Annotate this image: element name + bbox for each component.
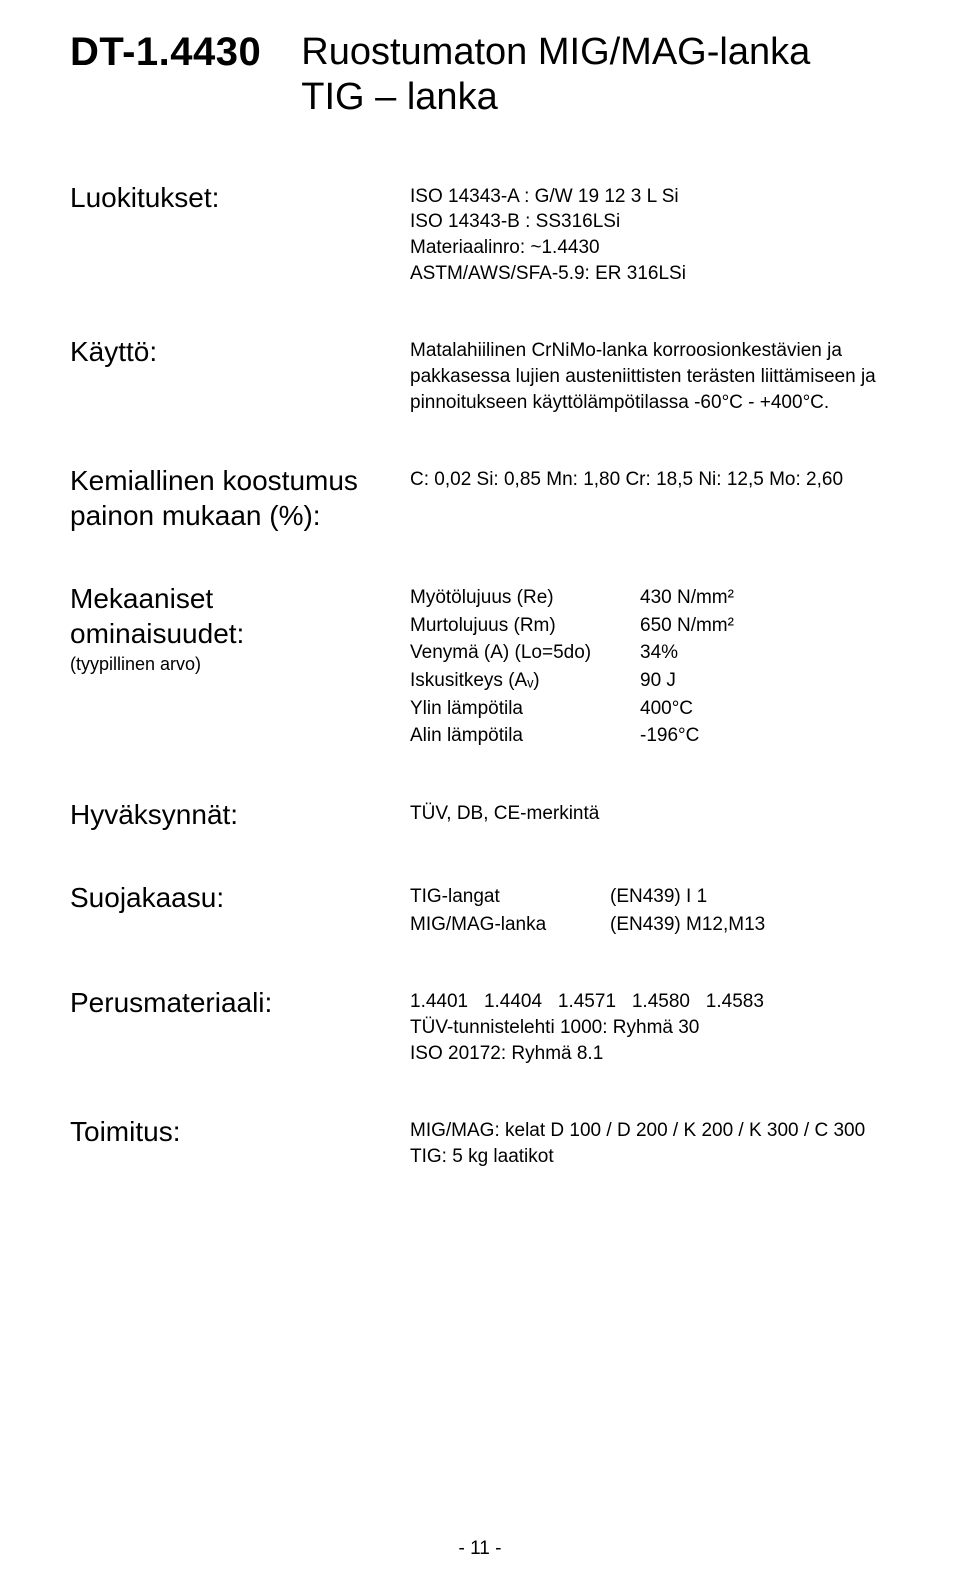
- body-classifications: ISO 14343-A : G/W 19 12 3 L Si ISO 14343…: [410, 180, 890, 287]
- delivery-line: TIG: 5 kg laatikot: [410, 1144, 890, 1170]
- label-shielding-gas: Suojakaasu:: [70, 880, 410, 915]
- title-line-2: TIG – lanka: [301, 76, 497, 118]
- title-line-1: Ruostumaton MIG/MAG-lanka: [301, 31, 810, 73]
- label-chemical-line2: painon mukaan (%):: [70, 498, 410, 533]
- gas-key: TIG-langat: [410, 884, 610, 910]
- header: DT-1.4430 Ruostumaton MIG/MAG-lanka TIG …: [70, 30, 890, 120]
- label-delivery: Toimitus:: [70, 1114, 410, 1149]
- gas-table: TIG-langat(EN439) I 1 MIG/MAG-lanka(EN43…: [410, 884, 890, 937]
- body-usage: Matalahiilinen CrNiMo-lanka korroosionke…: [410, 334, 890, 415]
- gas-val: (EN439) I 1: [610, 884, 890, 910]
- section-approvals: Hyväksynnät: TÜV, DB, CE-merkintä: [70, 797, 890, 832]
- section-mechanical: Mekaaniset ominaisuudet: (tyypillinen ar…: [70, 581, 890, 749]
- classification-line: ISO 14343-A : G/W 19 12 3 L Si: [410, 184, 890, 210]
- section-classifications: Luokitukset: ISO 14343-A : G/W 19 12 3 L…: [70, 180, 890, 287]
- body-mechanical: Myötölujuus (Re)430 N/mm² Murtolujuus (R…: [410, 581, 890, 749]
- section-base-material: Perusmateriaali: 1.4401 1.4404 1.4571 1.…: [70, 985, 890, 1066]
- mech-key: Alin lämpötila: [410, 723, 640, 749]
- product-title: Ruostumaton MIG/MAG-lanka TIG – lanka: [301, 30, 810, 120]
- label-mechanical-sub: (tyypillinen arvo): [70, 653, 410, 676]
- gas-key: MIG/MAG-lanka: [410, 912, 610, 938]
- label-mechanical: Mekaaniset ominaisuudet: (tyypillinen ar…: [70, 581, 410, 676]
- label-classifications: Luokitukset:: [70, 180, 410, 215]
- label-mechanical-line1: Mekaaniset: [70, 583, 213, 614]
- label-chemical: Kemiallinen koostumus painon mukaan (%):: [70, 463, 410, 533]
- body-base-material: 1.4401 1.4404 1.4571 1.4580 1.4583 TÜV-t…: [410, 985, 890, 1066]
- section-chemical: Kemiallinen koostumus painon mukaan (%):…: [70, 463, 890, 533]
- body-delivery: MIG/MAG: kelat D 100 / D 200 / K 200 / K…: [410, 1114, 890, 1169]
- gas-val: (EN439) M12,M13: [610, 912, 890, 938]
- mech-val: 400°C: [640, 696, 890, 722]
- classification-line: Materiaalinro: ~1.4430: [410, 235, 890, 261]
- mech-key: Murtolujuus (Rm): [410, 613, 640, 639]
- mech-key: Venymä (A) (Lo=5do): [410, 640, 640, 666]
- section-shielding-gas: Suojakaasu: TIG-langat(EN439) I 1 MIG/MA…: [70, 880, 890, 937]
- mechanical-table: Myötölujuus (Re)430 N/mm² Murtolujuus (R…: [410, 585, 890, 749]
- mech-key: Myötölujuus (Re): [410, 585, 640, 611]
- mech-val: -196°C: [640, 723, 890, 749]
- classification-line: ISO 14343-B : SS316LSi: [410, 209, 890, 235]
- basemat-line: TÜV-tunnistelehti 1000: Ryhmä 30: [410, 1015, 890, 1041]
- mech-val: 34%: [640, 640, 890, 666]
- page-container: DT-1.4430 Ruostumaton MIG/MAG-lanka TIG …: [0, 0, 960, 1582]
- body-shielding-gas: TIG-langat(EN439) I 1 MIG/MAG-lanka(EN43…: [410, 880, 890, 937]
- mech-val: 650 N/mm²: [640, 613, 890, 639]
- body-approvals: TÜV, DB, CE-merkintä: [410, 797, 890, 827]
- body-chemical: C: 0,02 Si: 0,85 Mn: 1,80 Cr: 18,5 Ni: 1…: [410, 463, 890, 493]
- label-mechanical-line2: ominaisuudet:: [70, 616, 410, 651]
- label-usage: Käyttö:: [70, 334, 410, 369]
- label-chemical-line1: Kemiallinen koostumus: [70, 465, 358, 496]
- mech-val: 430 N/mm²: [640, 585, 890, 611]
- basemat-line: ISO 20172: Ryhmä 8.1: [410, 1041, 890, 1067]
- mech-key: Ylin lämpötila: [410, 696, 640, 722]
- basemat-line: 1.4401 1.4404 1.4571 1.4580 1.4583: [410, 989, 890, 1015]
- product-code: DT-1.4430: [70, 30, 261, 75]
- label-approvals: Hyväksynnät:: [70, 797, 410, 832]
- label-base-material: Perusmateriaali:: [70, 985, 410, 1020]
- delivery-line: MIG/MAG: kelat D 100 / D 200 / K 200 / K…: [410, 1118, 890, 1144]
- page-number: - 11 -: [0, 1538, 960, 1560]
- mech-val: 90 J: [640, 668, 890, 694]
- section-usage: Käyttö: Matalahiilinen CrNiMo-lanka korr…: [70, 334, 890, 415]
- mech-key: Iskusitkeys (Aᵥ): [410, 668, 640, 694]
- section-delivery: Toimitus: MIG/MAG: kelat D 100 / D 200 /…: [70, 1114, 890, 1169]
- classification-line: ASTM/AWS/SFA-5.9: ER 316LSi: [410, 261, 890, 287]
